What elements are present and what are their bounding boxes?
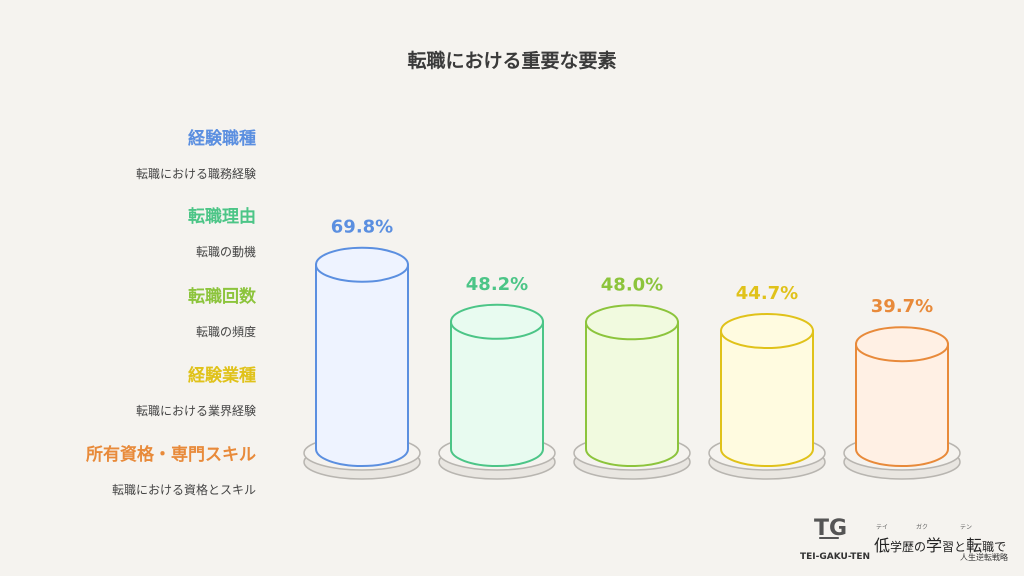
site-logo: T͟G TEI-GAKU-TEN テイ ガク テン 低学歴の学習と転職で 人生逆… — [800, 516, 1024, 576]
cylinder-body — [585, 321, 679, 467]
legend-label: 経験業種 — [188, 366, 256, 386]
logo-ruby: ガク — [916, 524, 929, 531]
cylinder-body — [855, 343, 949, 467]
data-label: 48.0% — [601, 274, 663, 295]
cylinder-top — [450, 303, 544, 340]
cylinder-body — [450, 320, 544, 467]
legend-item: 転職理由 転職の動機 — [0, 202, 256, 260]
legend-item: 転職回数 転職の頻度 — [0, 282, 256, 340]
cylinder-bar: 48.0% — [573, 274, 691, 480]
legend-item: 経験職種 転職における職務経験 — [0, 124, 256, 182]
legend-description: 転職の頻度 — [195, 325, 256, 339]
logo-tagline: 低学歴の学習と転職で — [874, 536, 1007, 555]
logo-ruby: テン — [960, 524, 973, 531]
logo-subtitle: 人生逆転戦略 — [960, 553, 1008, 562]
cylinder-top — [720, 312, 814, 349]
data-label: 44.7% — [736, 283, 798, 304]
legend-description: 転職における資格とスキル — [111, 483, 256, 497]
legend-label: 経験職種 — [188, 129, 256, 149]
cylinder-bar: 44.7% — [708, 283, 826, 480]
legend-label: 転職回数 — [188, 287, 256, 307]
cylinder-bar: 48.2% — [438, 274, 556, 480]
data-label: 69.8% — [331, 217, 393, 238]
cylinder-bar: 39.7% — [843, 296, 961, 480]
cylinder-body — [720, 329, 814, 467]
cylinder-bar: 69.8% — [303, 217, 421, 480]
data-label: 39.7% — [871, 296, 933, 317]
legend-description: 転職の動機 — [195, 245, 256, 259]
chart-title: 転職における重要な要素 — [407, 50, 617, 72]
cylinder-top — [855, 326, 949, 363]
legend-item: 経験業種 転職における業界経験 — [0, 361, 256, 419]
legend-item: 所有資格・専門スキル 転職における資格とスキル — [0, 440, 256, 498]
cylinder-top — [585, 304, 679, 341]
logo-brand-name: TEI-GAKU-TEN — [800, 552, 871, 562]
legend-description: 転職における職務経験 — [135, 167, 256, 181]
data-label: 48.2% — [466, 274, 528, 295]
legend-description: 転職における業界経験 — [135, 404, 256, 418]
legend-label: 転職理由 — [188, 207, 256, 227]
legend-label: 所有資格・専門スキル — [86, 445, 256, 465]
tg-logo-mark: T͟G — [814, 516, 848, 541]
cylinder-body — [315, 263, 409, 467]
logo-ruby: テイ — [876, 524, 889, 531]
cylinder-top — [315, 246, 409, 283]
